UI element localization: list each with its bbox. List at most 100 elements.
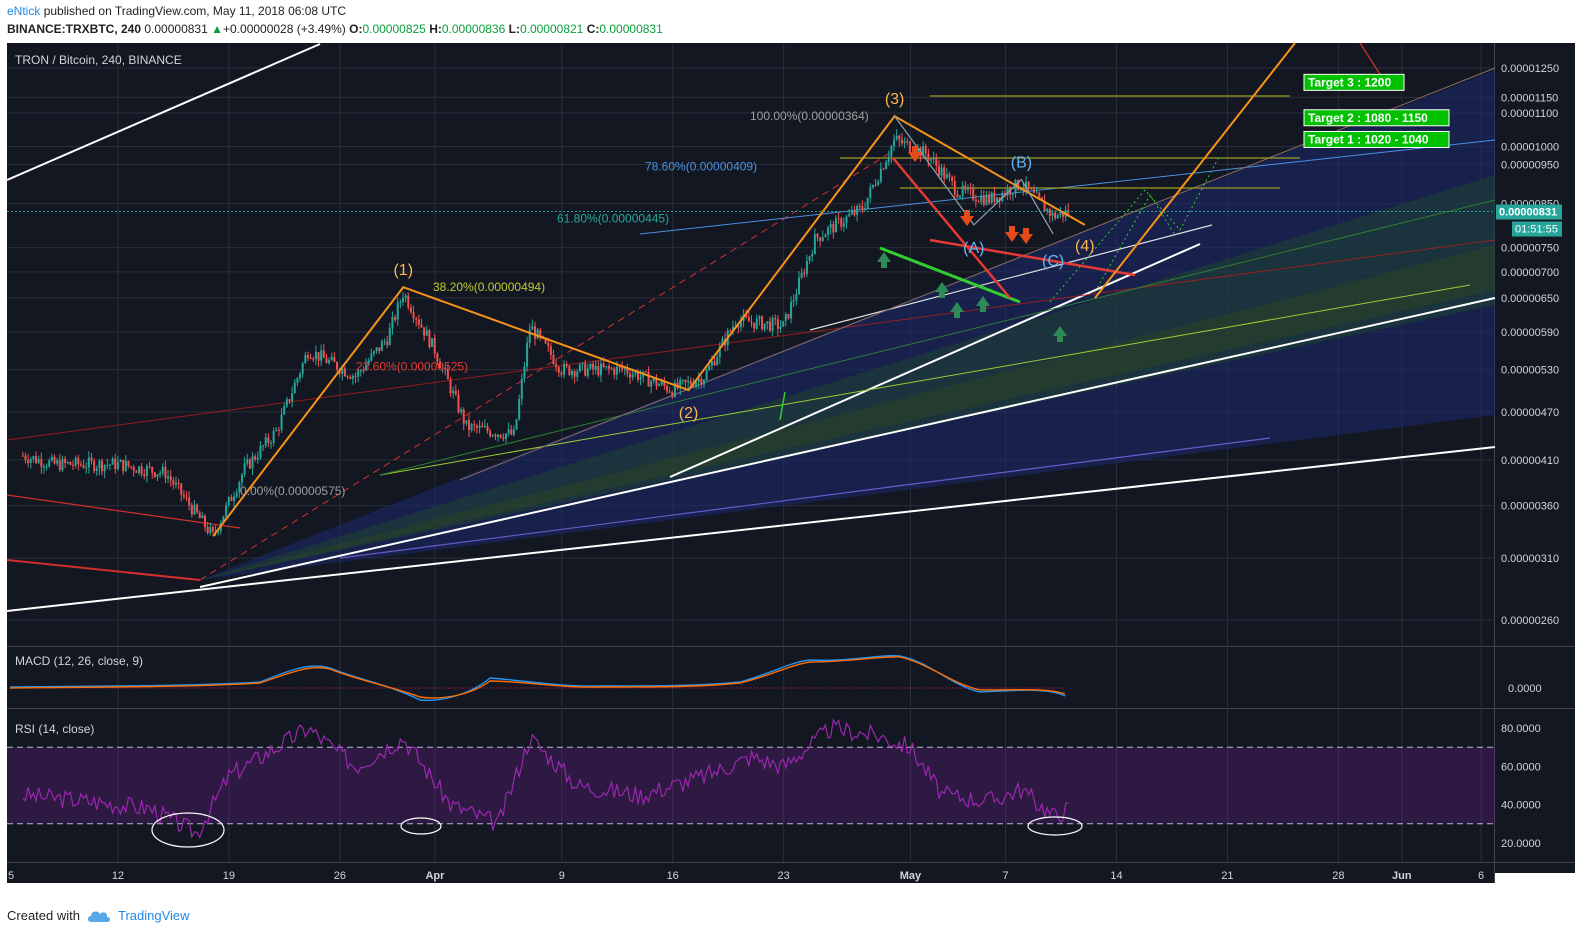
candle-body [900, 139, 903, 144]
candle-body [953, 180, 956, 195]
candle-body [961, 185, 964, 196]
candle-body [895, 135, 898, 140]
fib-channel-fill [200, 70, 1495, 580]
candle-body [69, 462, 72, 465]
candle-body [24, 455, 27, 460]
candle-body [607, 366, 610, 369]
candle-body [145, 466, 148, 477]
candle-body [784, 313, 787, 322]
candle-body [663, 381, 666, 386]
candle-body [578, 364, 581, 372]
candle-body [380, 341, 383, 351]
price-tick-label: 0.00000310 [1501, 553, 1559, 565]
price-tick-label: 0.00000750 [1501, 243, 1559, 255]
candle-body [795, 294, 798, 301]
candle-body [673, 382, 676, 397]
candle-body [407, 295, 410, 308]
price-tick-label: 0.00000650 [1501, 293, 1559, 305]
candle-body [890, 146, 893, 157]
candle-body [982, 195, 985, 205]
candle-body [816, 234, 819, 238]
candle-body [396, 302, 399, 320]
candle-body [240, 474, 243, 483]
candle-body [930, 159, 933, 161]
candle-body [660, 381, 663, 385]
tradingview-link[interactable]: TradingView [118, 908, 190, 923]
candle-body [908, 141, 911, 153]
candle-body [679, 380, 682, 389]
candle-body [879, 168, 882, 182]
buy-arrow-icon [935, 282, 949, 298]
candle-body [956, 194, 959, 198]
low-label: L: [508, 22, 520, 36]
candle-body [829, 224, 832, 228]
author-link[interactable]: eNtick [7, 4, 41, 18]
buy-arrow-icon [950, 302, 964, 318]
candle-body [93, 460, 96, 471]
candle-body [705, 370, 708, 381]
candle-body [248, 459, 251, 469]
candle-body [528, 329, 531, 343]
candle-body [375, 347, 378, 352]
fib-level-label: 38.20%(0.00000494) [433, 280, 545, 294]
candle-body [328, 359, 331, 363]
candle-body [853, 211, 856, 215]
candle-body [196, 504, 199, 513]
candle-body [262, 445, 265, 447]
buy-arrow-icon [1053, 326, 1067, 342]
time-tick-label: 21 [1221, 870, 1233, 882]
candle-body [124, 461, 127, 472]
wave-label: (2) [679, 405, 699, 422]
candle-body [629, 373, 632, 378]
candle-body [531, 326, 534, 330]
candle-body [819, 237, 822, 241]
candle-body [367, 360, 370, 365]
candle-body [460, 409, 463, 412]
candle-body [206, 527, 209, 533]
time-axis[interactable] [7, 863, 1495, 883]
chart-area[interactable]: (1) (2) (3) (A) (B) (C) (4) 100.00%(0.00000364… [0, 40, 1592, 900]
candle-body [600, 363, 603, 376]
price-tick-label: 0.00000260 [1501, 615, 1559, 627]
price-axis[interactable] [1495, 43, 1575, 873]
high-label: H: [429, 22, 442, 36]
candle-body [288, 399, 291, 402]
candle-body [692, 384, 695, 387]
wave-label: (3) [885, 91, 905, 108]
candle-body [655, 378, 658, 387]
candle-body [652, 378, 655, 382]
candle-body [64, 458, 67, 463]
candle-body [771, 318, 774, 331]
candle-body [349, 376, 352, 379]
candle-body [370, 353, 373, 361]
candle-body [235, 492, 238, 497]
candle-body [32, 456, 35, 460]
candle-body [98, 460, 101, 469]
time-tick-label: 5 [8, 870, 14, 882]
candle-body [842, 223, 845, 227]
candle-body [108, 464, 111, 466]
publish-text: published on TradingView.com, May 11, 20… [43, 4, 347, 18]
rsi-pane[interactable] [7, 709, 1495, 862]
price-tick-label: 0.00000700 [1501, 267, 1559, 279]
candle-body [53, 456, 56, 464]
candle-body [671, 392, 674, 397]
candle-body [943, 167, 946, 179]
candle-body [716, 357, 719, 366]
candle-body [386, 341, 389, 346]
candle-body [869, 187, 872, 198]
candle-body [436, 353, 439, 362]
macd-pane[interactable] [7, 647, 1495, 708]
time-tick-label: 6 [1478, 870, 1484, 882]
candle-body [82, 464, 85, 468]
rsi-series [7, 718, 1495, 839]
last-price-badge-text: 0.00000831 [1499, 207, 1557, 219]
candle-body [293, 382, 296, 394]
candle-body [536, 329, 539, 339]
candle-body [79, 464, 82, 466]
candle-body [681, 379, 684, 381]
candle-body [848, 214, 851, 217]
candle-body [182, 494, 185, 497]
candle-series[interactable] [21, 129, 1070, 536]
candle-body [927, 153, 930, 161]
